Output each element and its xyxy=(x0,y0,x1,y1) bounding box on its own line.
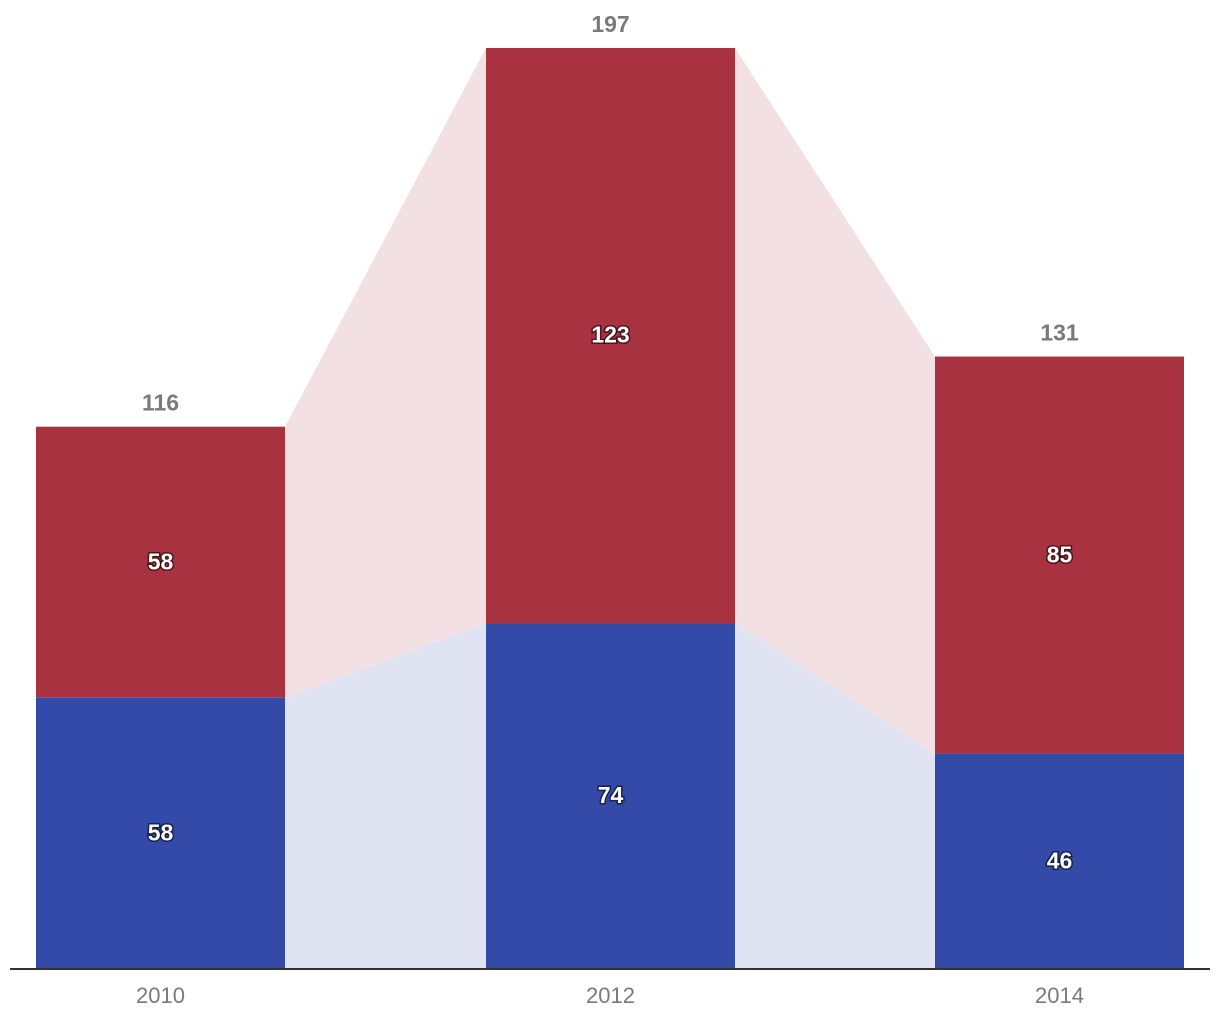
segment-label-2014-series-2: 85 xyxy=(1047,541,1073,567)
connector-band-2010-2012-series-1 xyxy=(285,623,486,969)
bar-segment-2012-series-2 xyxy=(486,48,735,624)
segment-label-2012-series-1: 74 xyxy=(598,782,624,808)
bar-segments xyxy=(36,48,1184,969)
x-tick-label-2010: 2010 xyxy=(136,983,185,1008)
total-value-labels: 116 197 131 xyxy=(142,11,1079,416)
bar-segment-2014-series-1 xyxy=(935,753,1184,969)
x-tick-label-2014: 2014 xyxy=(1035,983,1084,1008)
segment-label-2010-series-2: 58 xyxy=(148,548,174,574)
bar-segment-2012-series-1 xyxy=(486,623,735,969)
segment-label-2012-series-2: 123 xyxy=(591,322,629,348)
x-tick-label-2012: 2012 xyxy=(586,983,635,1008)
connector-bands xyxy=(285,48,935,969)
total-label-2014: 131 xyxy=(1040,320,1079,346)
x-axis-ticks: 2010 2012 2014 xyxy=(136,983,1084,1008)
segment-value-labels: 58 58 74 123 46 85 xyxy=(146,320,1074,875)
segment-label-2010-series-1: 58 xyxy=(148,819,174,845)
bar-segment-2014-series-2 xyxy=(935,356,1184,754)
segment-label-2014-series-1: 46 xyxy=(1047,848,1073,874)
connector-band-2012-2014-series-2 xyxy=(735,48,935,754)
bar-segment-2010-series-2 xyxy=(36,426,285,698)
connector-band-2012-2014-series-1 xyxy=(735,623,935,969)
bar-segment-2010-series-1 xyxy=(36,697,285,969)
total-label-2010: 116 xyxy=(142,390,179,416)
connector-band-2010-2012-series-2 xyxy=(285,48,486,698)
total-label-2012: 197 xyxy=(591,11,629,37)
